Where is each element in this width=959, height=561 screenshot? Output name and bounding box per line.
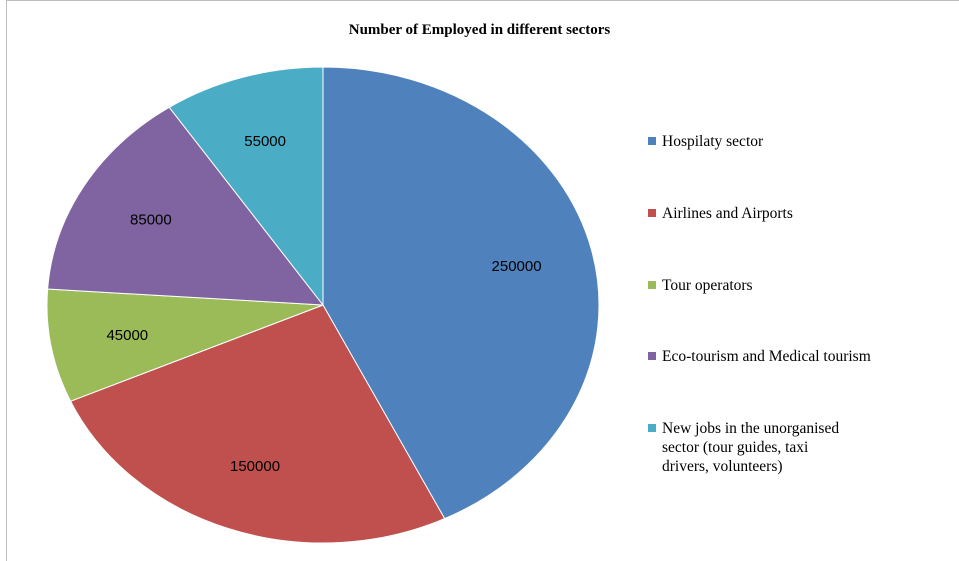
- legend-swatch: [648, 281, 656, 289]
- slice-eco-tourism: [47, 106, 325, 306]
- legend-label: New jobs in the unorganised sector (tour…: [662, 420, 840, 475]
- slice-unorganised-sector: [168, 66, 324, 307]
- legend-label: Airlines and Airports: [662, 205, 793, 222]
- chart-title: Number of Employed in different sectors: [348, 22, 611, 38]
- legend-label: Tour operators: [662, 277, 753, 294]
- data-label: 150000: [230, 458, 280, 475]
- legend-label: Hospilaty sector: [662, 133, 764, 150]
- legend-label: Eco-tourism and Medical tourism: [662, 348, 871, 365]
- slice-airlines: [69, 304, 446, 544]
- legend-swatch: [648, 352, 656, 360]
- data-label: 45000: [106, 327, 148, 344]
- data-label: 250000: [492, 258, 542, 275]
- slice-hospitality: [322, 66, 600, 520]
- legend-swatch: [648, 209, 656, 217]
- data-label: 85000: [130, 211, 172, 228]
- legend-swatch: [648, 137, 656, 145]
- data-label: 55000: [244, 133, 286, 150]
- legend-swatch: [648, 424, 656, 432]
- slice-tour-operators: [46, 288, 324, 402]
